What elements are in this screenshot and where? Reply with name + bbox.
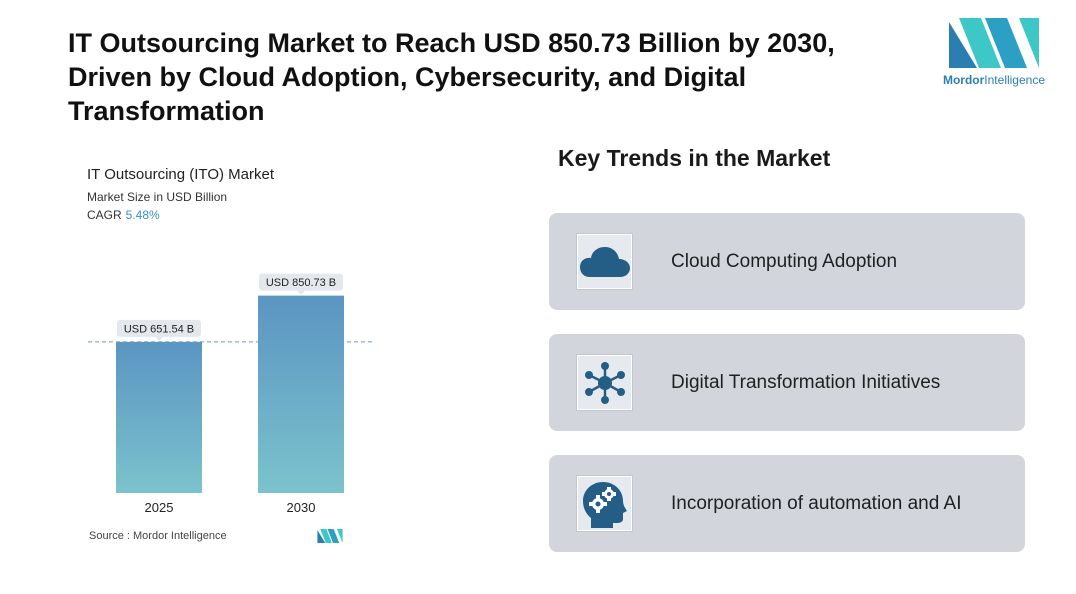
data-label-bg [117,319,201,337]
bar-chart: USD 651.54 B 2025 USD 850.73 B 2030 [88,273,374,515]
bar-2025 [116,341,202,493]
brand-logo: MordorIntelligence [936,18,1052,92]
trend-card-digital: Digital Transformation Initiatives [549,334,1025,431]
chart-source: Source : Mordor Intelligence [89,530,227,542]
trend-label: Cloud Computing Adoption [671,251,898,272]
page-title: IT Outsourcing Market to Reach USD 850.7… [68,28,835,126]
head-gears-icon [582,481,627,528]
mordor-logo-icon [949,18,1039,68]
data-label-bg [259,273,343,291]
network-icon [584,361,625,404]
data-label: USD 651.54 B [124,323,194,335]
trend-card-automation: Incorporation of automation and AI [549,455,1025,552]
mordor-small-logo-icon [317,529,343,543]
trend-icon-box [576,475,633,532]
cagr-label: CAGR [87,208,122,222]
cagr-value: 5.48% [125,208,160,222]
chart-title: IT Outsourcing (ITO) Market [87,166,274,183]
trend-card-cloud: Cloud Computing Adoption [549,213,1025,310]
data-label: USD 850.73 B [266,277,336,289]
bar-2030 [258,295,344,493]
cloud-icon [579,246,630,277]
x-tick-label: 2025 [145,500,174,515]
trend-label: Digital Transformation Initiatives [671,372,941,393]
x-tick-label: 2030 [287,500,316,515]
trend-icon-box [576,233,633,290]
trends-title: Key Trends in the Market [558,145,831,171]
trend-label: Incorporation of automation and AI [671,493,962,514]
data-label-pointer [155,336,163,341]
chart-cagr: CAGR 5.48% [87,208,160,222]
trend-icon-box [576,354,633,411]
chart-subtitle: Market Size in USD Billion [87,190,228,204]
brand-name: MordorIntelligence [942,73,1046,87]
data-label-pointer [297,290,305,295]
